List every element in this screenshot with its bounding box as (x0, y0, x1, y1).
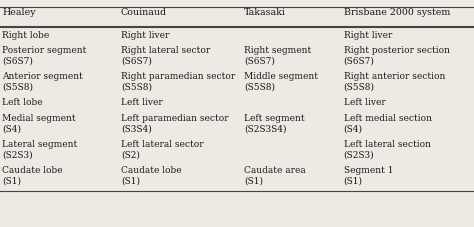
Text: Right paramedian sector
(S5S8): Right paramedian sector (S5S8) (121, 72, 235, 92)
Text: Right segment
(S6S7): Right segment (S6S7) (244, 46, 311, 66)
Text: Left lateral section
(S2S3): Left lateral section (S2S3) (344, 140, 431, 160)
Text: Left lobe: Left lobe (2, 98, 43, 107)
Text: Medial segment
(S4): Medial segment (S4) (2, 114, 76, 133)
Text: Caudate area
(S1): Caudate area (S1) (244, 166, 306, 186)
Text: Right lobe: Right lobe (2, 31, 50, 40)
Text: Right lateral sector
(S6S7): Right lateral sector (S6S7) (121, 46, 210, 66)
Text: Couinaud: Couinaud (121, 8, 167, 17)
Text: Lateral segment
(S2S3): Lateral segment (S2S3) (2, 140, 78, 160)
Text: Takasaki: Takasaki (244, 8, 286, 17)
Text: Left paramedian sector
(S3S4): Left paramedian sector (S3S4) (121, 114, 228, 133)
Text: Brisbane 2000 system: Brisbane 2000 system (344, 8, 450, 17)
Text: Middle segment
(S5S8): Middle segment (S5S8) (244, 72, 318, 92)
Text: Right liver: Right liver (344, 31, 392, 40)
Text: Right anterior section
(S5S8): Right anterior section (S5S8) (344, 72, 445, 92)
Text: Left medial section
(S4): Left medial section (S4) (344, 114, 432, 133)
Text: Left liver: Left liver (121, 98, 163, 107)
Text: Right posterior section
(S6S7): Right posterior section (S6S7) (344, 46, 450, 66)
Text: Segment 1
(S1): Segment 1 (S1) (344, 166, 393, 186)
Text: Posterior segment
(S6S7): Posterior segment (S6S7) (2, 46, 87, 66)
Text: Anterior segment
(S5S8): Anterior segment (S5S8) (2, 72, 83, 92)
Text: Healey: Healey (2, 8, 36, 17)
Text: Left segment
(S2S3S4): Left segment (S2S3S4) (244, 114, 305, 133)
Text: Left liver: Left liver (344, 98, 385, 107)
Text: Right liver: Right liver (121, 31, 169, 40)
Text: Caudate lobe
(S1): Caudate lobe (S1) (2, 166, 63, 186)
Text: Caudate lobe
(S1): Caudate lobe (S1) (121, 166, 182, 186)
Text: Left lateral sector
(S2): Left lateral sector (S2) (121, 140, 203, 160)
